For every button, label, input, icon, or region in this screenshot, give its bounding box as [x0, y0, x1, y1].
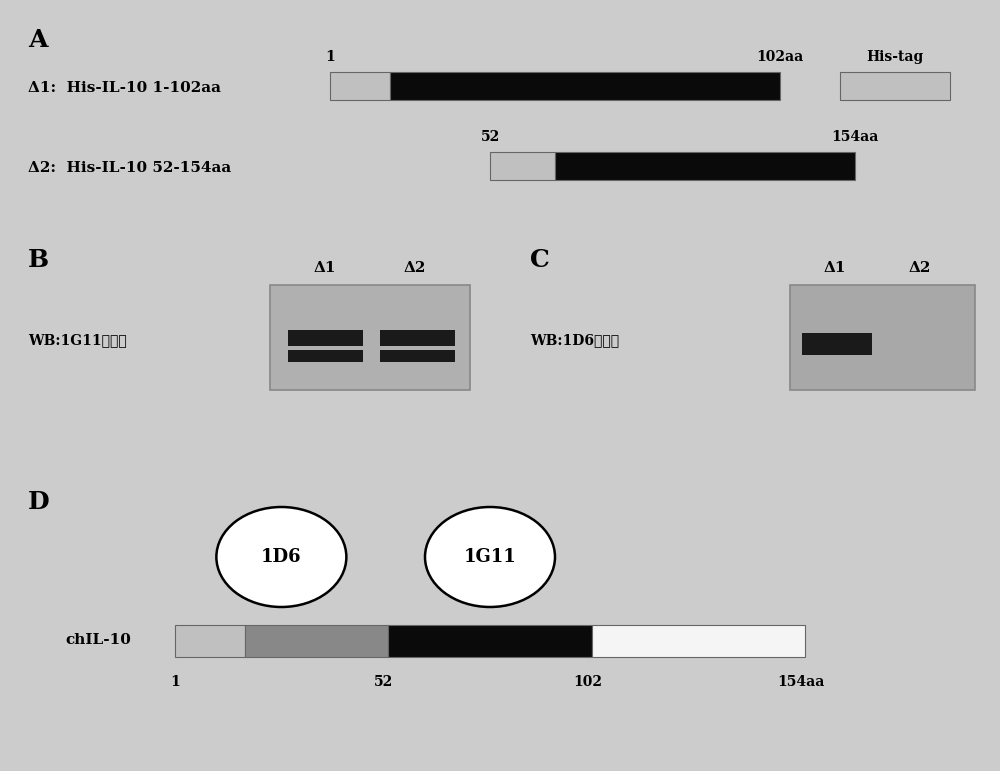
Bar	[288, 330, 363, 346]
Text: 154aa: 154aa	[777, 675, 825, 689]
Text: 1G11: 1G11	[464, 548, 516, 566]
Bar	[390, 72, 780, 100]
Bar	[388, 625, 592, 657]
Text: B: B	[28, 248, 49, 272]
Bar	[380, 350, 455, 362]
Text: C: C	[530, 248, 550, 272]
Text: 52: 52	[480, 130, 500, 144]
Text: 1D6: 1D6	[261, 548, 302, 566]
Bar	[592, 625, 805, 657]
Bar	[790, 285, 975, 390]
Text: D: D	[28, 490, 50, 514]
Text: 52: 52	[374, 675, 393, 689]
Bar	[380, 330, 455, 346]
Bar	[555, 152, 855, 180]
Text: 1: 1	[325, 50, 335, 64]
Bar	[245, 625, 388, 657]
Text: Δ2:  His-IL-10 52-154aa: Δ2: His-IL-10 52-154aa	[28, 161, 231, 175]
Text: Δ2: Δ2	[909, 261, 931, 275]
Text: Δ2: Δ2	[404, 261, 426, 275]
Bar	[288, 350, 363, 362]
Bar	[802, 333, 872, 355]
Bar	[270, 285, 470, 390]
Text: Δ1: Δ1	[824, 261, 846, 275]
Ellipse shape	[216, 507, 346, 607]
Bar	[330, 72, 390, 100]
Ellipse shape	[425, 507, 555, 607]
Text: WB:1G11株单抗: WB:1G11株单抗	[28, 333, 127, 347]
Text: 154aa: 154aa	[831, 130, 879, 144]
Text: Δ1:  His-IL-10 1-102aa: Δ1: His-IL-10 1-102aa	[28, 81, 221, 95]
Text: WB:1D6株单抗: WB:1D6株单抗	[530, 333, 619, 347]
Text: 1: 1	[170, 675, 180, 689]
Text: Δ1: Δ1	[314, 261, 336, 275]
Text: chIL-10: chIL-10	[65, 633, 131, 647]
Bar	[840, 72, 950, 100]
Text: 102aa: 102aa	[756, 50, 804, 64]
Bar	[490, 152, 555, 180]
Text: His-tag: His-tag	[866, 50, 924, 64]
Text: A: A	[28, 28, 48, 52]
Bar	[175, 625, 245, 657]
Text: 102: 102	[574, 675, 603, 689]
